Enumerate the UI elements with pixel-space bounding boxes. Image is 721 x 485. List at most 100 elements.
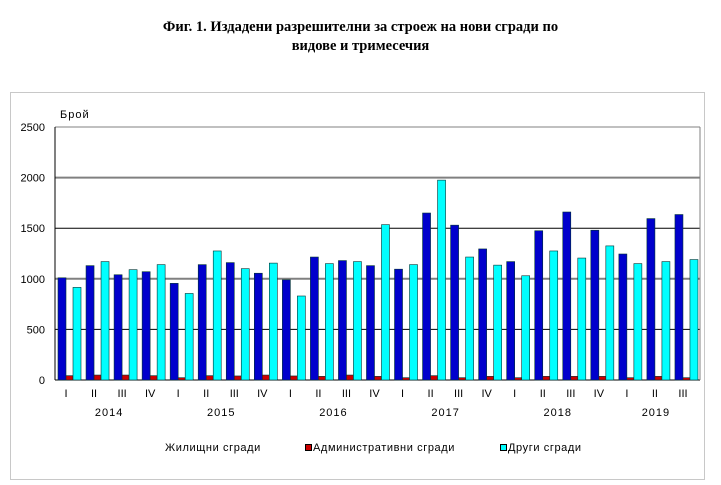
bar-residential — [141, 271, 151, 381]
bar-administrative — [542, 376, 551, 381]
bar-other — [549, 250, 559, 381]
y-tick-label: 1500 — [21, 223, 45, 235]
bar-other — [577, 257, 587, 381]
year-label: 2017 — [431, 407, 459, 419]
x-tick-label: IV — [594, 388, 605, 400]
bar-other — [661, 261, 671, 381]
bar-administrative — [374, 376, 382, 381]
bar-administrative — [514, 377, 522, 381]
bar-residential — [478, 248, 487, 381]
bar-administrative — [290, 375, 298, 381]
x-tick-label: I — [625, 388, 628, 400]
bar-other — [184, 293, 194, 381]
bar-other — [493, 264, 502, 381]
bar-administrative — [121, 374, 130, 381]
bar-residential — [225, 262, 235, 381]
bar-other — [689, 259, 699, 381]
bar-other — [605, 245, 615, 381]
y-tick-label: 0 — [39, 375, 45, 387]
bar-administrative — [205, 375, 214, 381]
x-tick-label: IV — [481, 388, 492, 400]
bar-residential — [57, 277, 67, 381]
bar-other — [297, 295, 306, 381]
bar-residential — [282, 279, 291, 381]
bar-other — [72, 287, 82, 381]
x-tick-label: III — [118, 388, 127, 400]
bar-residential — [113, 274, 123, 381]
bar-other — [633, 263, 643, 381]
bar-residential — [85, 265, 95, 381]
bar-other — [381, 224, 390, 381]
bar-residential — [674, 214, 684, 381]
bar-residential — [169, 283, 179, 381]
bar-administrative — [402, 377, 410, 381]
bar-administrative — [682, 377, 691, 381]
bar-residential — [646, 218, 656, 381]
bar-administrative — [486, 376, 494, 381]
legend-label-other: Други сгради — [508, 442, 582, 454]
bar-residential — [254, 272, 263, 381]
year-label: 2015 — [207, 407, 235, 419]
x-tick-label: III — [566, 388, 575, 400]
bar-residential — [534, 230, 544, 381]
bar-residential — [450, 224, 459, 381]
bar-administrative — [346, 374, 354, 381]
x-tick-label: III — [230, 388, 239, 400]
bar-administrative — [233, 375, 242, 381]
x-tick-label: III — [454, 388, 463, 400]
chart-frame — [10, 92, 705, 480]
bar-other — [409, 264, 418, 381]
legend-label-administrative: Административни сгради — [313, 442, 456, 454]
y-axis-label: Брой — [60, 109, 90, 121]
x-tick-label: III — [342, 388, 351, 400]
bar-administrative — [626, 377, 635, 381]
bar-administrative — [318, 376, 326, 381]
bar-administrative — [570, 376, 579, 381]
legend-marker-other — [500, 444, 507, 451]
year-label: 2019 — [642, 407, 670, 419]
y-tick-label: 500 — [27, 324, 45, 336]
bar-other — [325, 263, 334, 381]
bar-residential — [310, 256, 319, 381]
legend-label-residential: Жилищни сгради — [165, 442, 261, 454]
chart-title: Фиг. 1. Издадени разрешителни за строеж … — [0, 18, 721, 56]
x-tick-label: II — [540, 388, 546, 400]
x-tick-label: I — [401, 388, 404, 400]
x-tick-label: III — [678, 388, 687, 400]
x-tick-label: I — [64, 388, 67, 400]
x-tick-label: II — [315, 388, 321, 400]
y-tick-label: 2500 — [21, 122, 45, 134]
bar-administrative — [654, 376, 663, 381]
x-tick-label: I — [177, 388, 180, 400]
chart-title-line-2: видове и тримесечия — [291, 38, 430, 54]
chart-title-line-1: Фиг. 1. Издадени разрешителни за строеж … — [162, 19, 559, 35]
y-tick-label: 1000 — [21, 274, 45, 286]
x-tick-label: II — [91, 388, 97, 400]
bar-other — [465, 256, 474, 381]
bar-other — [100, 261, 110, 381]
legend-item-administrative: Административни сгради — [305, 442, 455, 454]
bar-residential — [197, 264, 207, 381]
bar-administrative — [598, 376, 607, 381]
x-tick-label: II — [428, 388, 434, 400]
bar-administrative — [65, 375, 74, 381]
bar-residential — [562, 211, 572, 381]
bar-other — [156, 264, 166, 381]
x-tick-label: I — [289, 388, 292, 400]
y-tick-label: 2000 — [21, 173, 45, 185]
x-tick-label: II — [203, 388, 209, 400]
year-label: 2014 — [95, 407, 123, 419]
bar-other — [212, 250, 222, 381]
bar-residential — [394, 268, 403, 381]
bar-residential — [506, 261, 515, 381]
bar-administrative — [177, 377, 186, 381]
bar-residential — [338, 260, 347, 381]
bar-administrative — [430, 375, 438, 381]
legend-marker-administrative — [305, 444, 312, 451]
year-label: 2016 — [319, 407, 347, 419]
bar-residential — [618, 253, 628, 381]
bar-other — [521, 275, 530, 381]
bar-administrative — [262, 374, 270, 381]
x-tick-label: I — [513, 388, 516, 400]
